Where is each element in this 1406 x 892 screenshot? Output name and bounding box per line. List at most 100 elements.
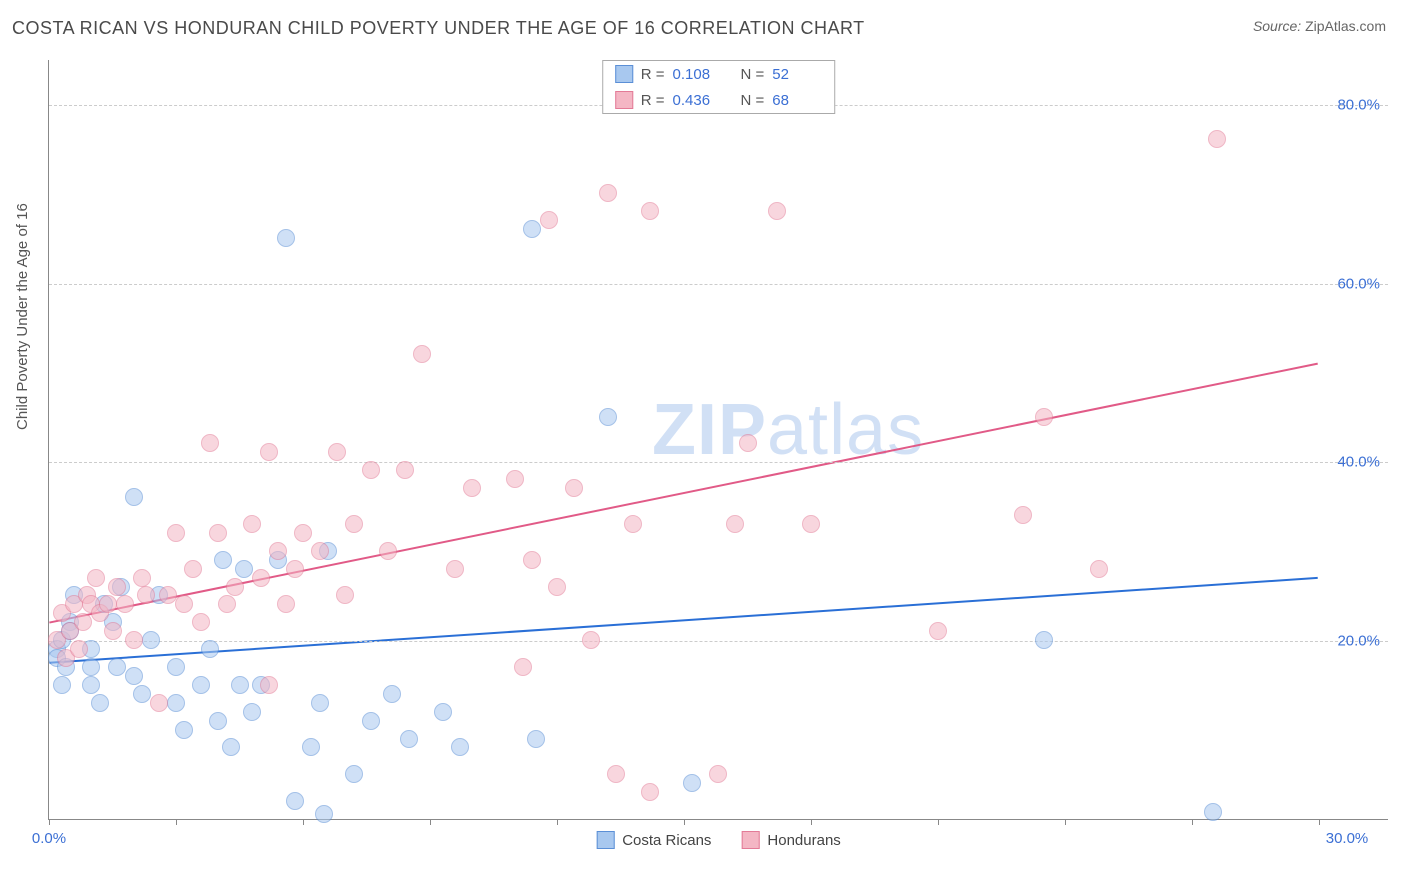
- watermark-atlas: atlas: [767, 390, 924, 470]
- x-tick: [303, 819, 304, 825]
- gridline: [49, 462, 1388, 463]
- data-point: [434, 703, 452, 721]
- data-point: [218, 595, 236, 613]
- data-point: [400, 730, 418, 748]
- data-point: [1090, 560, 1108, 578]
- data-point: [82, 658, 100, 676]
- data-point: [641, 202, 659, 220]
- data-point: [641, 783, 659, 801]
- data-point: [1035, 408, 1053, 426]
- legend-label: Hondurans: [767, 832, 840, 849]
- data-point: [345, 515, 363, 533]
- stat-n-label: N =: [741, 66, 765, 83]
- data-point: [125, 631, 143, 649]
- data-point: [125, 488, 143, 506]
- legend-swatch: [615, 65, 633, 83]
- y-axis-label: Child Poverty Under the Age of 16: [14, 203, 31, 430]
- data-point: [396, 461, 414, 479]
- legend-label: Costa Ricans: [622, 832, 711, 849]
- data-point: [260, 443, 278, 461]
- data-point: [133, 569, 151, 587]
- scatter-chart: ZIPatlas R = 0.108N = 52R = 0.436N = 68 …: [48, 60, 1388, 820]
- x-tick: [176, 819, 177, 825]
- data-point: [91, 694, 109, 712]
- data-point: [582, 631, 600, 649]
- data-point: [99, 595, 117, 613]
- gridline: [49, 641, 1388, 642]
- x-tick-label: 0.0%: [32, 830, 66, 847]
- legend-item: Hondurans: [741, 831, 840, 849]
- watermark-zip: ZIP: [652, 390, 767, 470]
- data-point: [565, 479, 583, 497]
- x-tick: [430, 819, 431, 825]
- data-point: [607, 765, 625, 783]
- data-point: [527, 730, 545, 748]
- y-tick-label: 40.0%: [1337, 454, 1380, 471]
- x-tick: [1192, 819, 1193, 825]
- data-point: [167, 524, 185, 542]
- x-tick: [1319, 819, 1320, 825]
- data-point: [201, 434, 219, 452]
- data-point: [1204, 803, 1222, 821]
- data-point: [201, 640, 219, 658]
- data-point: [1014, 506, 1032, 524]
- data-point: [108, 658, 126, 676]
- data-point: [624, 515, 642, 533]
- chart-title: COSTA RICAN VS HONDURAN CHILD POVERTY UN…: [12, 18, 865, 39]
- data-point: [413, 345, 431, 363]
- data-point: [739, 434, 757, 452]
- series-legend: Costa Ricans Hondurans: [596, 831, 841, 849]
- data-point: [802, 515, 820, 533]
- data-point: [175, 721, 193, 739]
- data-point: [192, 676, 210, 694]
- x-tick: [811, 819, 812, 825]
- source-value: ZipAtlas.com: [1305, 18, 1386, 34]
- source-label: Source:: [1253, 18, 1301, 34]
- data-point: [142, 631, 160, 649]
- data-point: [222, 738, 240, 756]
- data-point: [167, 694, 185, 712]
- data-point: [243, 703, 261, 721]
- data-point: [506, 470, 524, 488]
- data-point: [226, 578, 244, 596]
- data-point: [446, 560, 464, 578]
- data-point: [379, 542, 397, 560]
- data-point: [150, 694, 168, 712]
- data-point: [383, 685, 401, 703]
- data-point: [311, 542, 329, 560]
- data-point: [286, 560, 304, 578]
- legend-item: Costa Ricans: [596, 831, 711, 849]
- data-point: [277, 229, 295, 247]
- data-point: [1035, 631, 1053, 649]
- x-tick-label: 30.0%: [1326, 830, 1369, 847]
- legend-swatch: [596, 831, 614, 849]
- stat-r-value: 0.436: [673, 92, 723, 109]
- data-point: [277, 595, 295, 613]
- data-point: [540, 211, 558, 229]
- watermark: ZIPatlas: [652, 389, 924, 471]
- data-point: [683, 774, 701, 792]
- x-tick: [49, 819, 50, 825]
- data-point: [362, 712, 380, 730]
- data-point: [315, 805, 333, 823]
- data-point: [514, 658, 532, 676]
- data-point: [294, 524, 312, 542]
- data-point: [302, 738, 320, 756]
- data-point: [159, 586, 177, 604]
- source-attribution: Source: ZipAtlas.com: [1253, 18, 1386, 34]
- y-tick-label: 80.0%: [1337, 96, 1380, 113]
- data-point: [133, 685, 151, 703]
- data-point: [252, 569, 270, 587]
- data-point: [214, 551, 232, 569]
- data-point: [548, 578, 566, 596]
- data-point: [209, 524, 227, 542]
- data-point: [108, 578, 126, 596]
- stats-legend-row: R = 0.436N = 68: [603, 87, 835, 113]
- x-tick: [1065, 819, 1066, 825]
- data-point: [726, 515, 744, 533]
- data-point: [362, 461, 380, 479]
- data-point: [104, 622, 122, 640]
- data-point: [1208, 130, 1226, 148]
- data-point: [451, 738, 469, 756]
- data-point: [929, 622, 947, 640]
